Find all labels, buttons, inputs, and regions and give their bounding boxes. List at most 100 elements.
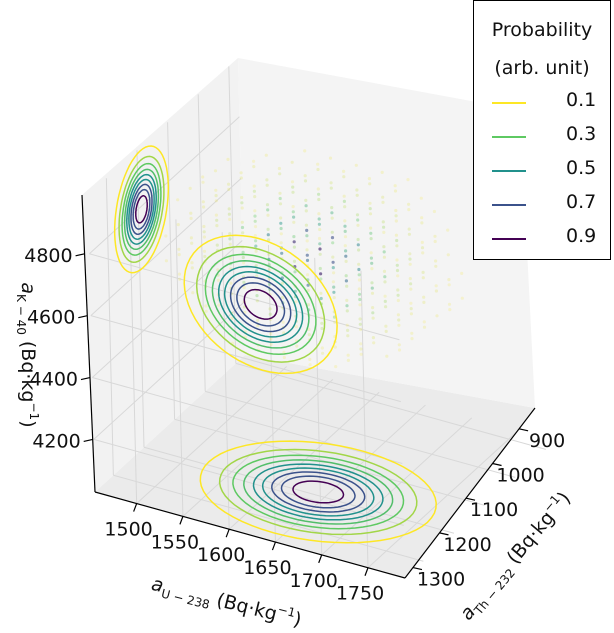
cloud-point xyxy=(394,208,398,213)
cloud-point xyxy=(332,271,336,275)
cloud-point xyxy=(292,245,296,249)
cloud-point xyxy=(394,233,398,237)
y-tick xyxy=(518,428,529,432)
y-axis-line xyxy=(404,407,536,579)
cloud-point xyxy=(239,171,243,175)
cloud-point xyxy=(370,267,374,271)
floor-contour xyxy=(232,454,405,530)
cloud-point xyxy=(282,355,286,360)
cloud-point xyxy=(421,276,425,280)
axis-label-unit: (Bq·kg xyxy=(208,588,279,626)
cloud-point xyxy=(346,328,350,332)
legend-item: 0.9 xyxy=(492,224,602,254)
cloud-point xyxy=(407,227,411,231)
cloud-point xyxy=(357,287,361,291)
grid-line xyxy=(314,257,323,555)
cloud-point xyxy=(294,300,298,304)
cloud-point xyxy=(434,264,438,268)
cloud-point xyxy=(190,261,194,265)
cloud-point xyxy=(409,312,413,316)
cloud-point xyxy=(317,222,321,226)
cloud-point xyxy=(266,208,270,212)
legend-item: 0.3 xyxy=(492,122,602,152)
cloud-point xyxy=(241,255,245,260)
cloud-point xyxy=(279,232,283,236)
cloud-point xyxy=(382,225,386,229)
cloud-point xyxy=(191,291,195,295)
cloud-point xyxy=(372,341,376,345)
cloud-point xyxy=(242,261,246,265)
z-tick-label: 4800 xyxy=(24,245,72,267)
cloud-point xyxy=(368,201,372,205)
cloud-point xyxy=(227,212,231,216)
cloud-point xyxy=(255,299,259,303)
cloud-point xyxy=(397,343,401,347)
cloud-point xyxy=(279,241,283,245)
legend-title: Probability xyxy=(491,19,593,41)
cloud-point xyxy=(280,281,285,285)
y-tick-label: 1200 xyxy=(443,534,491,556)
cloud-point xyxy=(202,230,206,234)
axis-label-exponent: −1 xyxy=(276,602,297,620)
cloud-point xyxy=(343,205,347,209)
back-contour xyxy=(229,276,292,333)
left-contour xyxy=(130,183,153,236)
cloud-point xyxy=(383,294,387,298)
cloud-point xyxy=(345,323,349,327)
cloud-point xyxy=(256,324,260,328)
cloud-point xyxy=(227,187,231,191)
grid-line xyxy=(90,315,401,403)
cloud-point xyxy=(354,163,358,167)
cloud-point xyxy=(316,162,320,166)
cloud-point xyxy=(368,182,372,186)
cloud-point xyxy=(320,346,324,350)
cloud-point xyxy=(216,268,220,272)
cloud-point xyxy=(356,237,360,242)
cloud-point xyxy=(433,234,437,238)
cloud-point xyxy=(393,184,397,188)
cloud-point xyxy=(177,272,182,276)
cloud-point xyxy=(432,209,436,214)
cloud-point xyxy=(409,301,413,305)
legend-item: 0.7 xyxy=(492,190,602,220)
y-tick-label: 1100 xyxy=(470,499,518,521)
cloud-point xyxy=(422,300,426,304)
cloud-point xyxy=(316,167,320,172)
cloud-point xyxy=(308,357,312,361)
cloud-point xyxy=(330,230,334,234)
cloud-point xyxy=(381,220,385,224)
cloud-point xyxy=(358,322,362,326)
legend-label: 0.3 xyxy=(566,123,597,145)
cloud-point xyxy=(317,197,321,202)
cloud-point xyxy=(448,308,452,312)
grid-line xyxy=(136,150,145,448)
z-tick xyxy=(83,438,93,442)
cloud-point xyxy=(343,219,347,223)
cloud-point xyxy=(269,337,273,341)
cloud-point xyxy=(305,258,310,262)
cloud-point xyxy=(331,241,335,245)
back-contour xyxy=(204,253,317,356)
cloud-point xyxy=(330,216,334,220)
cloud-point xyxy=(201,180,205,184)
floor-contour xyxy=(292,480,345,504)
left-pane xyxy=(82,58,245,492)
back-contour xyxy=(223,271,298,338)
cloud-point xyxy=(396,288,400,292)
cloud-point xyxy=(318,252,322,256)
cloud-point xyxy=(334,365,338,369)
cloud-point xyxy=(202,249,207,253)
cloud-point xyxy=(227,207,231,211)
cloud-point xyxy=(214,199,218,203)
cloud-point xyxy=(342,199,346,203)
cloud-point xyxy=(421,270,425,274)
grid-line xyxy=(92,377,403,465)
cloud-point xyxy=(446,253,450,257)
cloud-point xyxy=(241,231,245,235)
y-tick-label: 1300 xyxy=(417,569,465,591)
cloud-point xyxy=(421,251,425,255)
cloud-point xyxy=(190,241,194,245)
cloud-point xyxy=(321,351,325,355)
x-tick-label: 1750 xyxy=(336,583,384,605)
cloud-point xyxy=(278,202,283,206)
